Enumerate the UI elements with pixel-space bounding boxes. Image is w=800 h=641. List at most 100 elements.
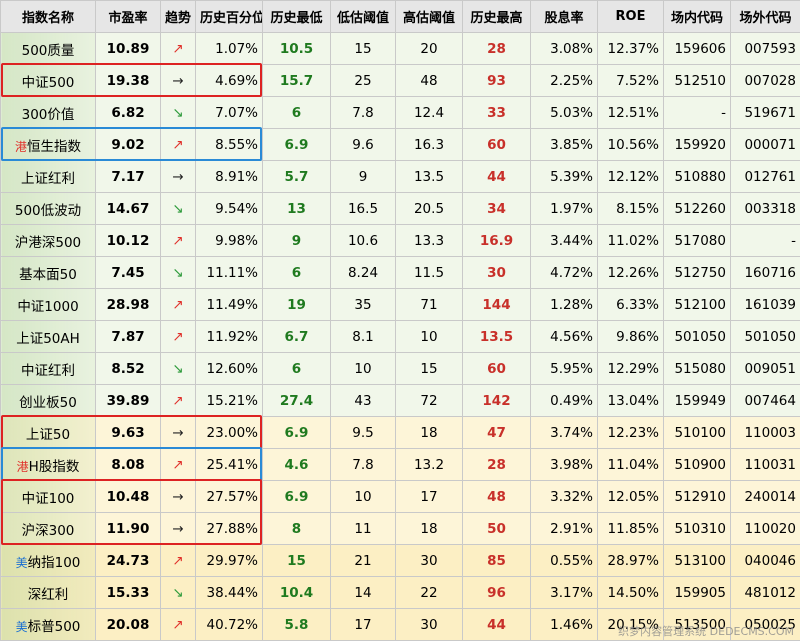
cell-text: 14.67 [106, 200, 150, 217]
cell-text: 16.9 [479, 232, 514, 249]
header-cell: 市盈率 [95, 0, 161, 33]
cell-text: 20.5 [413, 200, 445, 217]
cell-text: 110003 [744, 424, 796, 441]
cell-text: 28.97% [607, 552, 659, 569]
cell-text: 12.37% [607, 40, 659, 57]
cell-text: 11.5 [413, 264, 445, 281]
table-cell: 12.12% [597, 160, 664, 193]
header-cell: 趋势 [160, 0, 196, 33]
cell-text: 8.15% [616, 200, 659, 217]
table-cell: 11.85% [597, 512, 664, 545]
table-cell: 501050 [730, 320, 800, 353]
cell-text: 512100 [674, 296, 726, 313]
table-cell: 003318 [730, 192, 800, 225]
table-cell: 14.67 [95, 192, 161, 225]
table-cell: ↘ [160, 96, 196, 129]
table-cell: → [160, 512, 196, 545]
cell-text: 17 [420, 488, 438, 505]
table-cell: 24.73 [95, 544, 161, 577]
cell-text: 1.97% [550, 200, 593, 217]
table-cell: 1.28% [530, 288, 598, 321]
table-cell: 5.8 [262, 608, 331, 641]
cell-text: 110020 [744, 520, 796, 537]
cell-text: 012761 [744, 168, 796, 185]
cell-text: 14.50% [607, 584, 659, 601]
header-cell: 低估阈值 [330, 0, 396, 33]
table-cell: 4.69% [195, 64, 263, 97]
cell-text: 10.4 [279, 584, 314, 601]
table-cell: 12.23% [597, 416, 664, 449]
table-cell: 500低波动 [0, 192, 96, 225]
table-cell: 13.5 [395, 160, 463, 193]
table-cell: ↗ [160, 32, 196, 65]
cell-text: 5.7 [284, 168, 309, 185]
cell-text: 510310 [674, 520, 726, 537]
table-cell: 15 [395, 352, 463, 385]
header-cell: 场内代码 [663, 0, 731, 33]
cell-text: 沪深300 [21, 522, 75, 539]
table-cell: ↘ [160, 352, 196, 385]
table-cell: 159905 [663, 576, 731, 609]
table-cell: 10.4 [262, 576, 331, 609]
cell-text: 恒生指数 [27, 138, 81, 155]
cell-text: 159905 [674, 584, 726, 601]
cell-text: 517080 [674, 232, 726, 249]
cell-text: 510900 [674, 456, 726, 473]
cell-text: 3.85% [550, 136, 593, 153]
cell-text: ↘ [172, 360, 184, 377]
cell-text: 30 [487, 264, 506, 281]
cell-text: 15.7 [279, 72, 314, 89]
cell-text: 003318 [744, 200, 796, 217]
cell-text: 中证500 [21, 74, 75, 91]
header-cell: 场外代码 [730, 0, 800, 33]
table-cell: 12.26% [597, 256, 664, 289]
table-cell: 161039 [730, 288, 800, 321]
table-cell: ↗ [160, 544, 196, 577]
table-cell: 44 [462, 160, 531, 193]
cell-text: 15 [354, 40, 372, 57]
cell-text: 85 [487, 552, 506, 569]
table-cell: 5.39% [530, 160, 598, 193]
table-cell: ↗ [160, 608, 196, 641]
cell-text: 5.39% [550, 168, 593, 185]
cell-text: 007464 [744, 392, 796, 409]
table-cell: 517080 [663, 224, 731, 257]
table-cell: 1.46% [530, 608, 598, 641]
table-cell: 27.4 [262, 384, 331, 417]
table-cell: 142 [462, 384, 531, 417]
cell-text: 519671 [744, 104, 796, 121]
table-cell: 47 [462, 416, 531, 449]
table-cell: 上证50AH [0, 320, 96, 353]
cell-text: ↗ [172, 296, 184, 313]
table-cell: 6.9 [262, 480, 331, 513]
table-cell: 513500 [663, 608, 731, 641]
cell-text: 3.98% [550, 456, 593, 473]
table-cell: 30 [462, 256, 531, 289]
cell-text: 9.5 [352, 424, 374, 441]
cell-text: 515080 [674, 360, 726, 377]
cell-text: 007593 [744, 40, 796, 57]
table-row: 500质量 10.89 ↗ 1.07% 10.5 15 20 28 3.08% 12.37% 159… [0, 32, 800, 65]
header-cell: ROE [597, 0, 664, 33]
table-cell: 519671 [730, 96, 800, 129]
table-cell: → [160, 160, 196, 193]
table-cell: ↘ [160, 192, 196, 225]
table-cell: 5.7 [262, 160, 331, 193]
table-cell: 6.7 [262, 320, 331, 353]
cell-text: 9.6 [352, 136, 374, 153]
cell-text: 6 [291, 104, 302, 121]
table-row: 中证1000 28.98 ↗ 11.49% 19 35 71 144 1.28% 6.33% 512… [0, 288, 800, 321]
cell-text: 27.57% [206, 488, 258, 505]
cell-text: 60 [487, 360, 506, 377]
cell-text: 9.54% [215, 200, 258, 217]
cell-text: 33 [487, 104, 506, 121]
table-cell: 3.74% [530, 416, 598, 449]
table-cell: 30 [395, 544, 463, 577]
cell-text: 110031 [744, 456, 796, 473]
cell-text: 5.8 [284, 616, 309, 633]
table-cell: 28.98 [95, 288, 161, 321]
cell-text: 13.04% [607, 392, 659, 409]
table-cell: 60 [462, 352, 531, 385]
cell-text: 44 [487, 616, 506, 633]
cell-text: → [172, 168, 184, 185]
